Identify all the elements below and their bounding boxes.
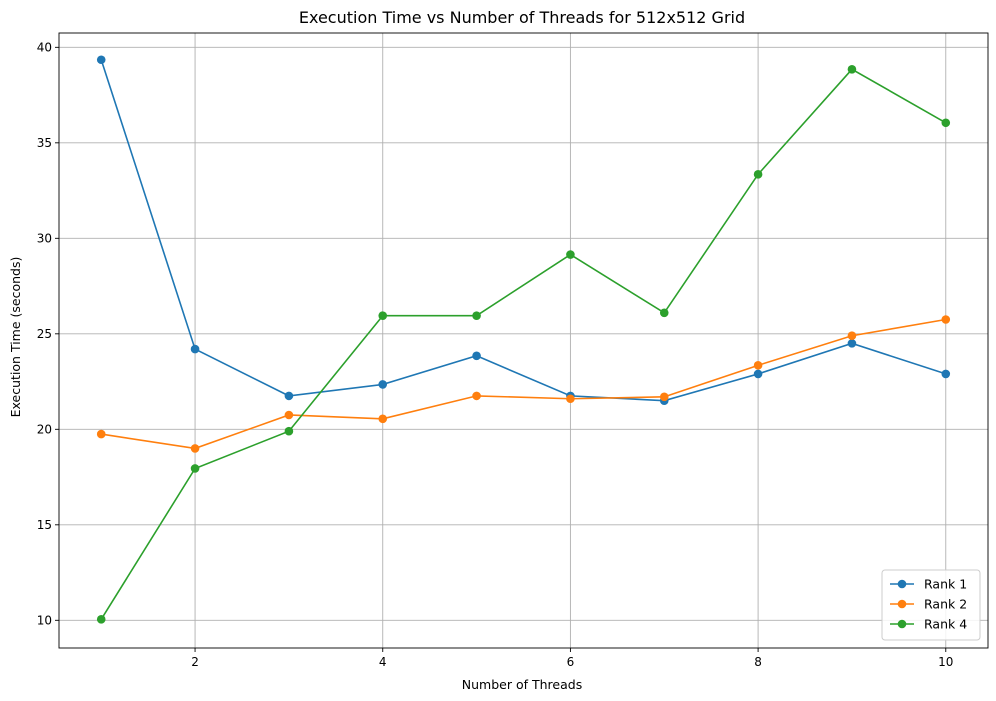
y-tick-label: 10: [37, 613, 52, 627]
data-point: [96, 615, 106, 624]
data-point: [190, 464, 200, 473]
x-tick-label: 2: [191, 655, 199, 669]
series-line-rank-2: [101, 318, 946, 450]
data-point: [284, 426, 294, 436]
data-point: [659, 308, 669, 318]
data-point: [472, 311, 481, 320]
data-point: [472, 351, 481, 361]
legend-label: Rank 4: [924, 617, 967, 632]
legend-box: [881, 569, 981, 641]
legend-label: Rank 1: [924, 577, 967, 592]
y-tick-label: 25: [37, 327, 52, 341]
x-tick-label: 4: [379, 655, 387, 669]
data-point: [96, 429, 106, 439]
data-point: [941, 118, 951, 128]
legend: Rank 1 Rank 2 Rank 4: [881, 569, 981, 641]
y-tick-label: 20: [37, 422, 52, 436]
y-tick-label: 40: [37, 40, 52, 54]
data-point: [472, 391, 481, 401]
x-tick-label: 8: [754, 655, 762, 669]
y-tick-label: 30: [37, 231, 52, 245]
series-line-rank-4: [100, 68, 947, 620]
series-layer: [96, 55, 951, 624]
data-point: [284, 410, 294, 420]
x-axis-label: Number of Threads: [462, 677, 582, 692]
chart-title: Execution Time vs Number of Threads for …: [299, 8, 745, 27]
data-point: [941, 315, 951, 324]
axis-ticks: 2 4 6 8 10 10 15 20 25 30 35 40: [37, 40, 954, 669]
data-point: [378, 380, 388, 389]
legend-swatch-marker: [897, 579, 907, 589]
data-point: [378, 414, 388, 424]
data-point: [190, 344, 200, 354]
data-point: [96, 55, 106, 65]
legend-label: Rank 2: [924, 597, 967, 612]
legend-swatch-marker: [897, 619, 907, 629]
data-point: [847, 331, 857, 341]
plot-frame: [58, 32, 989, 649]
y-tick-label: 35: [37, 136, 52, 150]
data-point: [941, 369, 951, 379]
data-point: [753, 361, 763, 370]
data-point: [753, 170, 763, 179]
x-tick-label: 6: [567, 655, 575, 669]
y-axis-label: Execution Time (seconds): [8, 257, 23, 418]
data-point: [659, 392, 669, 402]
grid: [59, 33, 988, 648]
data-point: [566, 394, 575, 404]
x-tick-label: 10: [938, 655, 953, 669]
data-point: [284, 391, 294, 401]
data-point: [847, 339, 857, 348]
data-point: [378, 311, 388, 320]
legend-swatch-marker: [897, 599, 907, 609]
y-tick-label: 15: [37, 518, 52, 532]
series-line-rank-1: [100, 59, 947, 402]
data-point: [566, 250, 575, 259]
data-point: [847, 64, 857, 74]
data-point: [753, 369, 763, 379]
data-point: [190, 444, 200, 453]
